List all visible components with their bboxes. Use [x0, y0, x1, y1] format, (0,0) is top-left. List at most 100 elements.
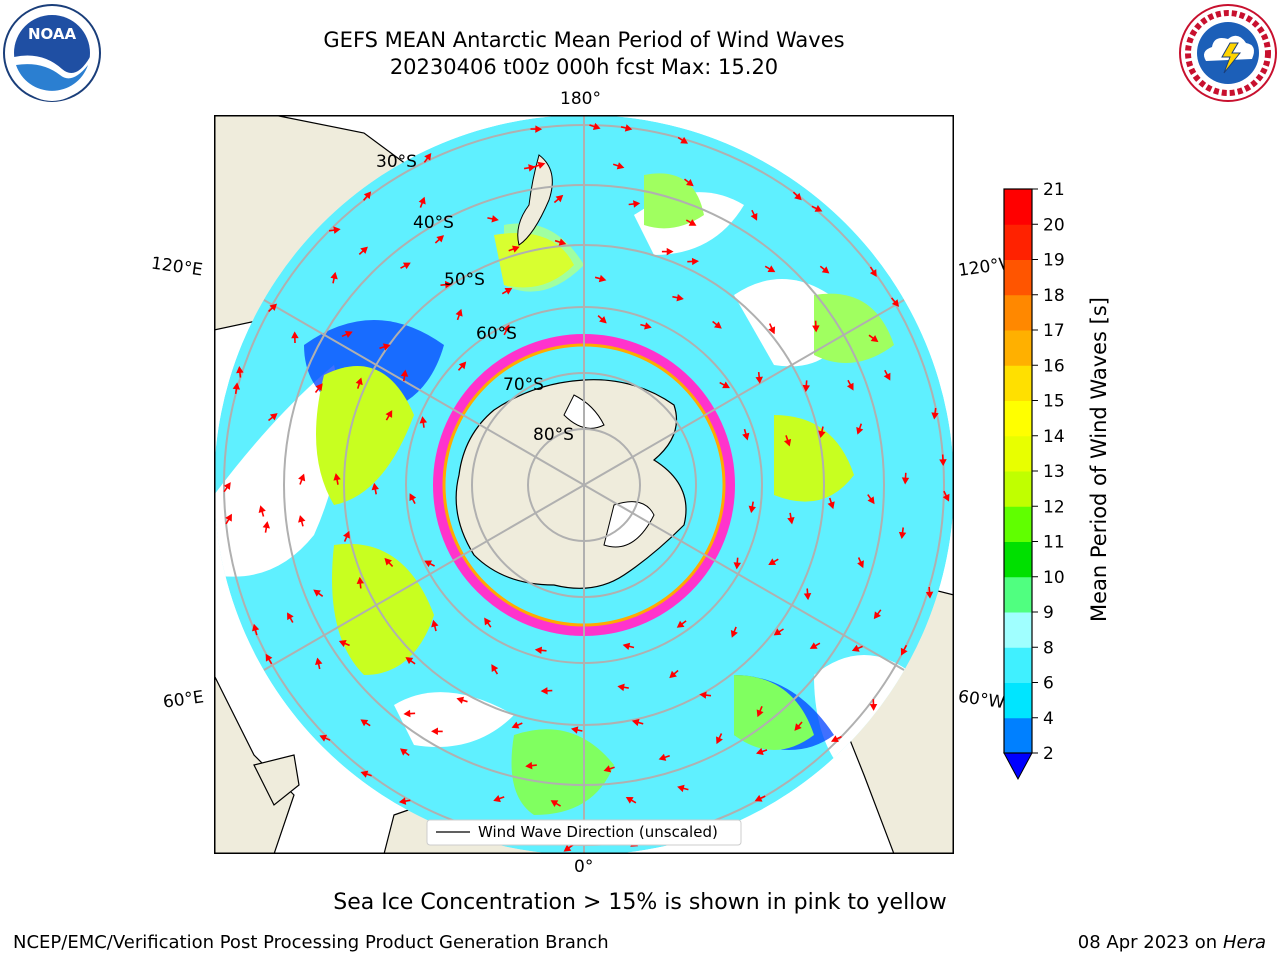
wave-direction-arrowhead	[258, 505, 266, 513]
wave-direction-arrowhead	[344, 330, 353, 338]
colorbar-segment	[1004, 294, 1032, 331]
wave-direction-arrowhead	[870, 335, 879, 343]
wave-direction-arrowhead	[232, 382, 241, 390]
colorbar-segment	[1004, 612, 1032, 648]
colorbar-label: Mean Period of Wind Waves [s]	[1087, 297, 1111, 622]
wave-direction-arrowhead	[768, 326, 776, 335]
wave-direction-arrowhead	[773, 628, 782, 636]
wave-direction-arrowhead	[631, 718, 640, 727]
wave-direction-arrowhead	[851, 644, 860, 652]
lat-label-30s: 30°S	[376, 152, 417, 172]
graticule	[223, 115, 945, 854]
wave-direction-arrowhead	[869, 703, 878, 711]
wave-direction-arrowhead	[699, 691, 707, 699]
wave-direction-arrowhead	[624, 124, 633, 132]
wave-direction-arrowhead	[756, 747, 764, 756]
wave-direction-arrowhead	[755, 376, 763, 384]
wave-direction-arrowhead	[730, 629, 738, 638]
wave-direction-arrowhead	[333, 226, 341, 234]
footer-date: 08 Apr 2023 on Hera	[1078, 932, 1266, 953]
wave-direction-arrowhead	[691, 257, 699, 266]
wave-direction-arrowhead	[827, 501, 835, 510]
wave-direction-arrowhead	[355, 377, 363, 386]
noaa-logo-text: NOAA	[28, 25, 77, 43]
wave-direction-arrowhead	[493, 795, 501, 803]
colorbar-segment	[1004, 330, 1032, 366]
sea-ice-note: Sea Ice Concentration > 15% is shown in …	[333, 890, 947, 915]
wave-direction-arrowhead	[298, 515, 306, 523]
wave-direction-arrowhead	[857, 560, 864, 569]
wave-direction-arrowhead	[550, 800, 559, 808]
wave-direction-arrowhead	[742, 432, 750, 441]
wave-direction-arrowhead	[756, 709, 764, 718]
colorbar-segment	[1004, 506, 1032, 542]
wave-direction-arrowhead	[942, 493, 950, 502]
colorbar: 2 4 6 8 9 10 11 12 13 14 15 16 17 18 19 20 21	[1003, 180, 1065, 781]
wave-direction-arrowhead	[794, 723, 802, 731]
wave-direction-arrowhead	[382, 343, 391, 351]
wave-direction-arrowhead	[504, 287, 513, 295]
wave-direction-arrowhead	[814, 205, 823, 212]
colorbar-tick-label: 15	[1043, 392, 1065, 412]
wave-direction-arrowhead	[419, 416, 428, 424]
wave-direction-arrowhead	[225, 513, 232, 522]
wave-direction-arrowhead	[491, 215, 499, 223]
colorbar-segment	[1004, 647, 1032, 683]
colorbar-tick-label: 16	[1043, 356, 1065, 376]
wave-direction-arrowhead	[363, 191, 372, 200]
wave-direction-arrowhead	[598, 274, 607, 283]
wave-direction-arrowhead	[891, 299, 900, 307]
colorbar-tick-label: 4	[1043, 709, 1054, 729]
map-subtitle: 20230406 t00z 000h fcst Max: 15.20	[389, 55, 779, 79]
wave-direction-arrowhead	[900, 647, 908, 656]
wave-direction-arrowhead	[534, 646, 543, 655]
wave-direction-arrowhead	[535, 125, 543, 133]
wave-direction-arrowhead	[856, 426, 864, 435]
wave-direction-arrowhead	[291, 331, 299, 339]
wave-direction-arrowhead	[599, 316, 607, 324]
wave-direction-arrowhead	[658, 753, 667, 761]
wave-direction-arrowhead	[385, 410, 393, 418]
wave-direction-arrowhead	[803, 592, 812, 601]
wave-direction-arrowhead	[371, 482, 379, 491]
wave-direction-arrowhead	[313, 589, 321, 597]
wave-direction-arrowhead	[269, 413, 278, 421]
lat-label-60s: 60°S	[476, 324, 517, 344]
wave-direction-arrowhead	[540, 687, 548, 695]
wave-direction-arrowhead	[491, 664, 499, 672]
colorbar-segment	[1004, 259, 1032, 296]
wave-direction-arrowhead	[754, 794, 763, 802]
colorbar-segment	[1004, 224, 1032, 260]
colorbar-tick-label: 11	[1043, 533, 1065, 553]
wave-direction-arrowhead	[898, 531, 907, 540]
wave-direction-arrowhead	[431, 619, 439, 628]
wave-direction-arrowhead	[644, 322, 652, 330]
wave-direction-arrowhead	[384, 558, 392, 566]
wave-direction-arrowhead	[223, 482, 231, 490]
wave-direction-arrowhead	[750, 213, 758, 221]
lon-label-60e: 60°E	[161, 687, 206, 713]
wave-direction-arrowhead	[716, 736, 723, 745]
wave-direction-arrowhead	[873, 611, 881, 620]
polar-map: Wind Wave Direction (unscaled)	[214, 115, 954, 854]
wave-direction-arrowhead	[939, 459, 947, 467]
wave-direction-arrowhead	[315, 383, 323, 391]
wave-direction-arrowhead	[676, 620, 685, 628]
wind-wave-arrows	[223, 122, 950, 852]
colorbar-segment	[1004, 435, 1032, 472]
colorbar-tick-label: 18	[1043, 286, 1065, 306]
wave-direction-arrowhead	[821, 266, 830, 274]
wave-direction-arrowhead	[688, 219, 697, 226]
wave-direction-arrowhead	[767, 265, 776, 273]
colorbar-segment	[1004, 576, 1032, 613]
wave-direction-arrowhead	[444, 280, 453, 289]
colorbar-tick-label: 13	[1043, 462, 1065, 482]
wave-direction-arrowhead	[555, 194, 564, 203]
legend-label: Wind Wave Direction (unscaled)	[478, 823, 718, 841]
wave-direction-arrowhead	[812, 325, 820, 333]
colorbar-segment	[1004, 682, 1032, 719]
wave-direction-arrowhead	[402, 262, 411, 270]
wave-direction-arrowhead	[666, 247, 674, 256]
wave-direction-arrowhead	[315, 657, 323, 666]
wave-direction-arrowhead	[802, 384, 810, 393]
